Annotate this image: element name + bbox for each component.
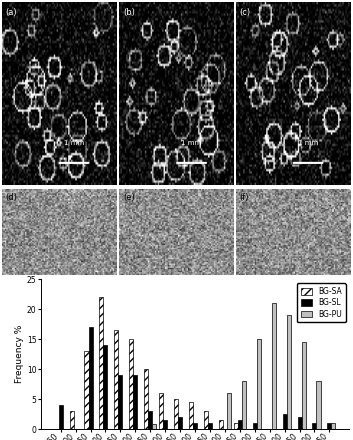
Bar [133,375,137,429]
Text: (f): (f) [239,194,249,202]
Bar [100,297,103,429]
Bar [193,423,197,429]
Bar [301,342,306,429]
Bar [118,375,122,429]
Bar [253,423,257,429]
Bar [331,423,335,429]
Bar [234,423,238,429]
Bar [312,423,317,429]
Bar [283,414,287,429]
Bar [257,339,261,429]
Bar [129,339,133,429]
Y-axis label: Frequency %: Frequency % [15,325,24,383]
Bar [84,351,89,429]
Text: 1 mm: 1 mm [298,139,318,146]
Bar [114,330,118,429]
Bar [317,381,321,429]
Bar [208,423,212,429]
Bar [189,402,193,429]
Bar [178,417,182,429]
Bar [272,303,276,429]
Bar [298,417,301,429]
Bar [219,420,223,429]
Bar [163,420,167,429]
Bar [103,345,107,429]
Text: (e): (e) [123,194,134,202]
Bar [174,399,178,429]
Bar [152,424,156,429]
Bar [238,420,242,429]
Bar [89,327,92,429]
Bar [242,381,246,429]
Text: (c): (c) [239,7,250,17]
Bar [148,411,152,429]
Text: (d): (d) [5,194,17,202]
Legend: BG-SA, BG-SL, BG-PU: BG-SA, BG-SL, BG-PU [297,283,346,323]
Bar [287,315,291,429]
Bar [144,369,148,429]
Text: 1 mm: 1 mm [64,139,84,146]
Text: 1 mm: 1 mm [181,139,202,146]
Text: (b): (b) [123,7,134,17]
Bar [227,393,231,429]
Text: (a): (a) [5,7,17,17]
Bar [70,411,73,429]
Bar [204,411,208,429]
Bar [59,405,63,429]
Bar [159,393,163,429]
Bar [327,423,331,429]
